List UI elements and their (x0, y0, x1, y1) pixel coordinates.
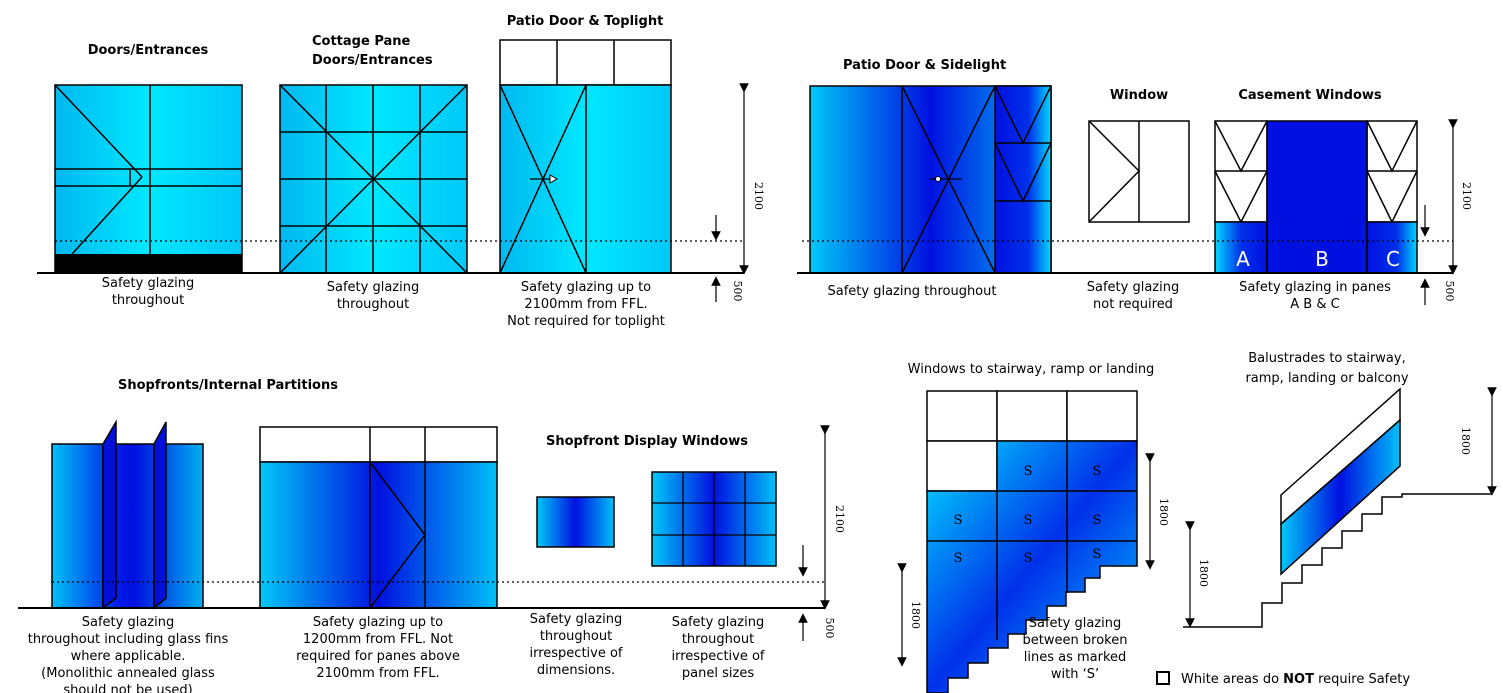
caption-display-small-1: Safety glazing (530, 612, 622, 627)
caption-stairway-4: with ‘S’ (1051, 667, 1099, 682)
shop-partition-figure (259, 426, 498, 609)
caption-shopfronts-2: throughout including glass fins (28, 632, 229, 647)
caption-patio-toplight-2: 2100mm from FFL. (524, 297, 647, 312)
s-mark: S (1093, 464, 1102, 479)
caption-display-small-3: irrespective of (529, 646, 622, 661)
pane-letter-a: A (1236, 247, 1250, 271)
patio-door-toplight-figure (499, 39, 672, 274)
heading-shopfronts: Shopfronts/Internal Partitions (118, 378, 338, 393)
caption-patio-sidelight: Safety glazing throughout (828, 284, 997, 299)
heading-balustrades-2: ramp, landing or balcony (1245, 371, 1408, 386)
heading-stairway-windows: Windows to stairway, ramp or landing (908, 362, 1155, 377)
caption-display-grid-1: Safety glazing (672, 615, 764, 630)
caption-patio-toplight-3: Not required for toplight (507, 314, 665, 329)
s-mark: S (1093, 547, 1102, 562)
dimension-1800-stair-label: 1800 (909, 601, 922, 629)
caption-partition-2: 1200mm from FFL. Not (303, 632, 453, 647)
caption-window-1: Safety glazing (1087, 280, 1179, 295)
caption-casement-2: A B & C (1290, 297, 1339, 312)
window-figure (1088, 120, 1190, 223)
heading-doors: Doors/Entrances (88, 43, 209, 58)
caption-stairway-1: Safety glazing (1029, 616, 1121, 631)
caption-shopfronts-3: where applicable. (71, 649, 186, 664)
heading-window: Window (1110, 88, 1168, 103)
s-mark: S (954, 513, 963, 528)
legend-text: White areas do NOT require Safety (1181, 672, 1410, 687)
dimension-2100-label: 2100 (752, 182, 765, 210)
stairway-windows-figure: S S S S S S S S (926, 390, 1138, 693)
dimension-500-label: 500 (731, 281, 744, 302)
caption-cottage-1: Safety glazing (327, 280, 419, 295)
pane-letter-c: C (1386, 247, 1400, 271)
heading-cottage-2: Doors/Entrances (312, 53, 433, 68)
caption-window-2: not required (1093, 297, 1173, 312)
caption-doors-2: throughout (112, 293, 184, 308)
dimension-2100-right-label: 2100 (1460, 182, 1473, 210)
dimension-500-right-label: 500 (1443, 281, 1456, 302)
dimension-2100-bottom-label: 2100 (833, 505, 846, 533)
s-mark: S (1093, 513, 1102, 528)
pane-letter-b: B (1315, 247, 1329, 271)
heading-balustrades-1: Balustrades to stairway, (1248, 351, 1405, 366)
s-mark: S (954, 551, 963, 566)
shopfront-glass-fins-figure (51, 419, 204, 610)
casement-windows-figure: A B C (1214, 120, 1418, 274)
caption-display-small-4: dimensions. (537, 663, 615, 678)
heading-patio-sidelight: Patio Door & Sidelight (843, 58, 1006, 73)
patio-door-sidelight-figure (809, 85, 1052, 274)
caption-display-grid-4: panel sizes (682, 666, 754, 681)
caption-display-grid-3: irrespective of (671, 649, 764, 664)
caption-shopfronts-5: should not be used) (63, 683, 192, 693)
s-mark: S (1024, 551, 1033, 566)
legend-white-swatch (1156, 671, 1170, 685)
caption-shopfronts-4: (Monolithic annealed glass (41, 666, 215, 681)
caption-patio-toplight-1: Safety glazing up to (521, 280, 651, 295)
dimension-1800-balcony-label: 1800 (1459, 427, 1472, 455)
s-mark: S (1024, 464, 1033, 479)
display-window-grid-figure (651, 471, 777, 567)
heading-shopfront-display: Shopfront Display Windows (546, 434, 748, 449)
heading-cottage-1: Cottage Pane (312, 34, 411, 49)
caption-display-small-2: throughout (540, 629, 612, 644)
caption-doors-1: Safety glazing (102, 276, 194, 291)
cottage-pane-door-figure (279, 84, 468, 274)
dimension-500-bottom-label: 500 (823, 618, 836, 639)
caption-stairway-3: lines as marked (1024, 650, 1127, 665)
caption-partition-1: Safety glazing up to (313, 615, 443, 630)
caption-casement-1: Safety glazing in panes (1239, 280, 1391, 295)
caption-display-grid-2: throughout (682, 632, 754, 647)
caption-partition-4: 2100mm from FFL. (316, 666, 439, 681)
caption-partition-3: required for panes above (296, 649, 460, 664)
dimension-1800-window-label: 1800 (1157, 498, 1170, 526)
heading-patio-toplight: Patio Door & Toplight (507, 14, 664, 29)
dimension-1800-balustrade-label: 1800 (1197, 559, 1210, 587)
caption-stairway-2: between broken (1023, 633, 1128, 648)
heading-casement: Casement Windows (1238, 88, 1382, 103)
caption-shopfronts-1: Safety glazing (82, 615, 174, 630)
caption-cottage-2: throughout (337, 297, 409, 312)
door-entrance-figure (54, 84, 243, 274)
balustrade-figure (1183, 387, 1492, 628)
s-mark: S (1024, 513, 1033, 528)
display-window-small-figure (536, 496, 615, 548)
